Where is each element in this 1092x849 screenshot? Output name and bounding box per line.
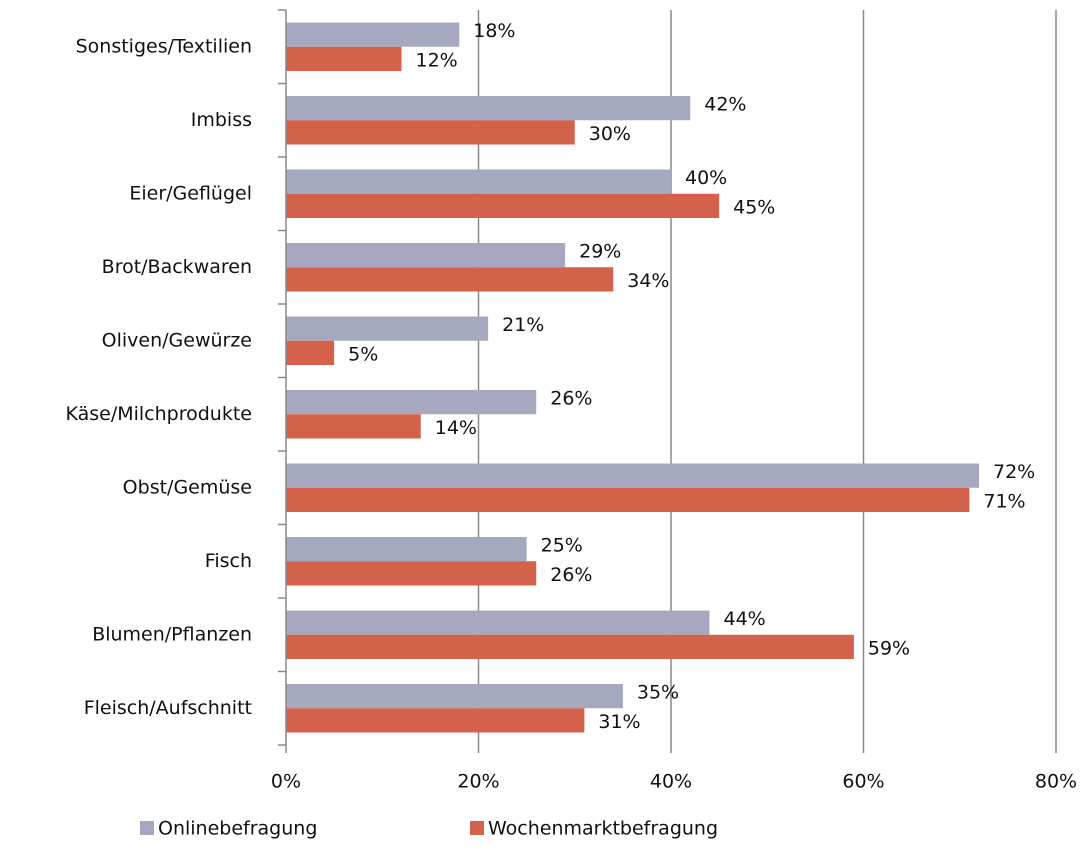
bar xyxy=(286,340,335,366)
data-label: 21% xyxy=(502,314,544,336)
y-tick-label: Eier/Geflügel xyxy=(129,182,252,204)
y-tick-label: Imbiss xyxy=(191,109,252,131)
bar xyxy=(286,708,585,733)
legend-swatch xyxy=(470,821,484,835)
bar xyxy=(286,389,537,415)
y-tick-label: Blumen/Pflanzen xyxy=(92,623,252,645)
y-tick-label: Oliven/Gewürze xyxy=(102,329,252,351)
data-label: 42% xyxy=(704,94,746,116)
bar xyxy=(286,683,623,709)
data-label: 25% xyxy=(541,535,583,557)
data-label: 29% xyxy=(579,241,621,263)
y-tick-label: Fisch xyxy=(205,550,252,572)
x-tick-label: 0% xyxy=(271,771,301,793)
bar xyxy=(286,95,691,121)
data-label: 71% xyxy=(983,490,1025,512)
bar xyxy=(286,561,537,586)
bar xyxy=(286,487,970,513)
bar xyxy=(286,22,460,47)
bar xyxy=(286,610,710,635)
bar xyxy=(286,169,671,194)
x-tick-label: 20% xyxy=(457,771,499,793)
data-label: 31% xyxy=(598,711,640,733)
bar xyxy=(286,536,527,562)
x-tick-label: 80% xyxy=(1035,771,1077,793)
data-label: 26% xyxy=(550,388,592,410)
y-tick-label: Käse/Milchprodukte xyxy=(65,403,252,425)
bar xyxy=(286,414,421,439)
data-label: 5% xyxy=(348,343,378,365)
y-tick-label: Fleisch/Aufschnitt xyxy=(84,697,252,719)
bar xyxy=(286,46,402,72)
bar xyxy=(286,463,979,488)
x-tick-label: 40% xyxy=(650,771,692,793)
data-label: 26% xyxy=(550,564,592,586)
data-label: 12% xyxy=(416,49,458,71)
y-tick-label: Sonstiges/Textilien xyxy=(76,35,252,57)
legend-label: Wochenmarktbefragung xyxy=(488,818,718,840)
x-tick-label: 60% xyxy=(842,771,884,793)
data-label: 59% xyxy=(868,637,910,659)
data-label: 18% xyxy=(473,20,515,42)
data-label: 34% xyxy=(627,270,669,292)
bar xyxy=(286,242,566,268)
data-label: 72% xyxy=(993,461,1035,483)
data-label: 40% xyxy=(685,167,727,189)
y-tick-label: Obst/Gemüse xyxy=(123,476,252,498)
legend-label: Onlinebefragung xyxy=(158,818,317,840)
bar xyxy=(286,267,614,292)
data-label: 14% xyxy=(435,417,477,439)
data-label: 45% xyxy=(733,196,775,218)
bar xyxy=(286,316,489,341)
y-tick-label: Brot/Backwaren xyxy=(102,256,252,278)
data-label: 44% xyxy=(724,608,766,630)
data-label: 30% xyxy=(589,123,631,145)
bar xyxy=(286,634,854,660)
legend-swatch xyxy=(140,821,154,835)
bar xyxy=(286,193,720,219)
bar xyxy=(286,120,575,145)
data-label: 35% xyxy=(637,682,679,704)
